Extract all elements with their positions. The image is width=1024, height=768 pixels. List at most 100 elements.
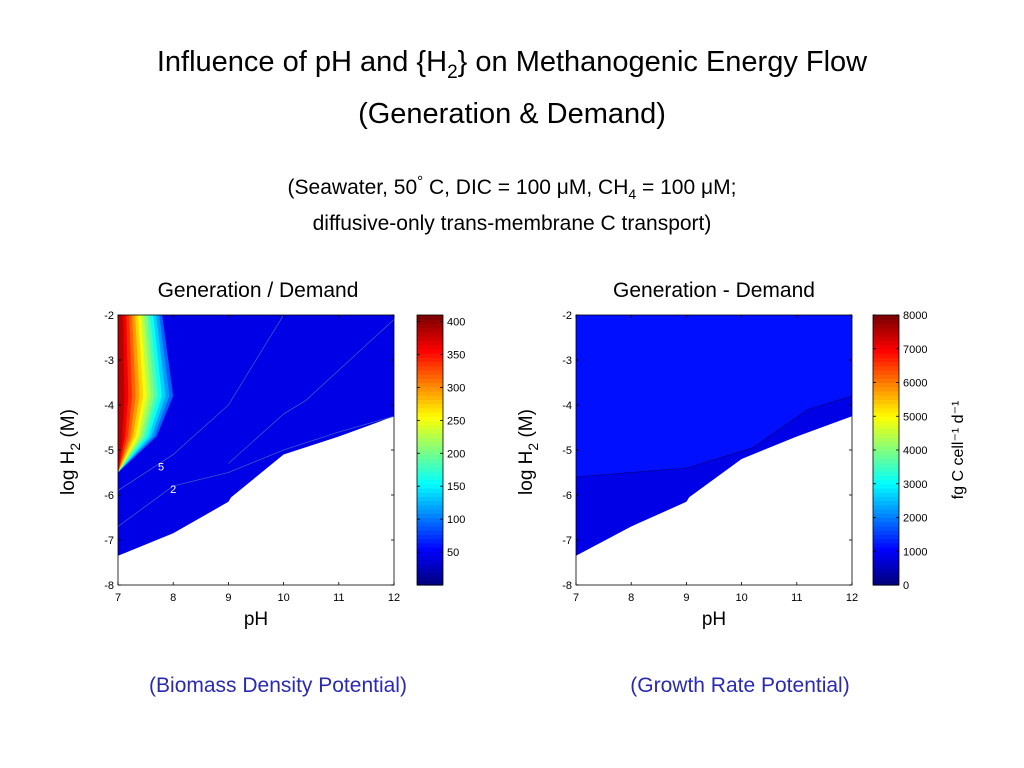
colorbar-cell [417,382,443,388]
colorbar-cell [873,534,899,540]
colorbar-tick-label: 5000 [903,411,927,423]
colorbar-cell [873,538,899,544]
colorbar-cell [873,323,899,329]
colorbar-cell [417,576,443,582]
colorbar-cell [873,315,899,320]
colorbar-cell [873,428,899,434]
colorbar-cell [873,365,899,371]
colorbar-cell [873,327,899,333]
subtitle-part-c: M, CH [568,176,629,199]
high-ratio-band [118,315,174,473]
subtitle-part-b: C, DIC = 100 [423,176,557,199]
degree-symbol: ° [417,173,424,190]
y-tick-label: -6 [104,490,114,502]
colorbar-cell [873,420,899,426]
y-tick-label: -7 [562,535,572,547]
colorbar-cell [417,458,443,464]
x-tick-label: 7 [573,592,579,604]
page-subtitle-line2: diffusive-only trans-membrane C transpor… [312,212,712,235]
contour-band [576,230,852,271]
contour-band [576,248,852,272]
colorbar-cell [873,559,899,565]
colorbar-cell [417,433,443,438]
colorbar-cell [873,521,899,527]
colorbar-cell [417,344,443,350]
colorbar-cell [873,500,899,506]
colorbar-cell [417,361,443,367]
colorbar-cell [873,403,899,409]
plot-area: 52 [118,315,394,556]
mu-symbol-2: μ [701,176,714,199]
colorbar-cell [417,357,443,363]
contour-band [576,239,852,270]
colorbar-cell [873,496,899,502]
colorbar-cell [873,416,899,422]
colorbar-cell [873,386,899,392]
colorbar-cell [873,568,899,573]
colorbar-frame [416,314,444,586]
colorbar-cell [417,315,443,320]
colorbar-cell [873,580,899,586]
colorbar-cell [417,530,443,535]
colorbar-cell [417,572,443,578]
colorbar-cell [417,352,443,358]
colorbar-cell [417,521,443,527]
colorbar-cell [417,551,443,557]
colorbar-cell [417,483,443,489]
colorbar-cell [417,323,443,329]
plot-area [576,230,852,556]
colorbar-cell [417,555,443,561]
colorbar-cell [417,437,443,443]
colorbar-cell [873,450,899,455]
colorbar-cell [417,424,443,430]
colorbar-cell [873,412,899,417]
contour-label: 2 [170,484,176,496]
colorbar-cell [417,340,443,346]
colorbar-tick-label: 3000 [903,479,927,491]
colorbar-cell [417,403,443,409]
feasible-region [118,315,394,556]
colorbar-cell [417,525,443,531]
contour-line [228,319,394,464]
colorbar-cell [873,437,899,443]
y-tick-label: -6 [562,490,572,502]
colorbar-tick-label: 400 [447,317,465,329]
x-tick-label: 9 [225,592,231,604]
colorbar-cell [417,428,443,434]
colorbar-cell [417,580,443,586]
x-axis-label: pH [702,609,726,630]
y-tick-label: -4 [104,400,114,412]
colorbar-cell [873,504,899,510]
colorbar-label: fg C cell⁻¹ d⁻¹ [950,401,967,500]
colorbar-tick-label: 350 [447,350,465,362]
colorbar-tick-label: 300 [447,382,465,394]
colorbar-cell [417,563,443,569]
colorbar-cell [417,534,443,540]
caption-right: (Growth Rate Potential) [630,674,850,697]
colorbar-cell [873,382,899,388]
colorbar-cell [873,551,899,557]
colorbar-cell [873,424,899,430]
y-tick-label: -3 [562,355,572,367]
title-main: Influence of pH and {H [156,46,448,78]
page-subtitle: (Seawater, 50° C, DIC = 100 μM, CH4 = 10… [0,173,1024,202]
colorbar-tick-label: 0 [903,580,909,592]
colorbar-cell [873,340,899,346]
colorbar-cell [417,395,443,400]
colorbar-cell [873,331,899,337]
colorbar-cell [873,555,899,561]
colorbar-cell [873,407,899,413]
colorbar-cell [873,530,899,535]
colorbar-cell [873,475,899,481]
x-tick-label: 7 [115,592,121,604]
colorbar-cell [873,576,899,582]
colorbar-cell [873,479,899,485]
panel-2: 7 8 9 10 11 12 -8 -7 -6 -5 -4 -3 -2 Generation - Dema… [516,230,967,630]
x-tick-label: 10 [277,592,289,604]
y-tick-label: -8 [562,580,572,592]
colorbar-cell [417,378,443,384]
contour-label: 5 [158,461,164,473]
colorbar-tick-label: 100 [447,514,465,526]
subtitle-part-a: (Seawater, 50 [287,176,418,199]
